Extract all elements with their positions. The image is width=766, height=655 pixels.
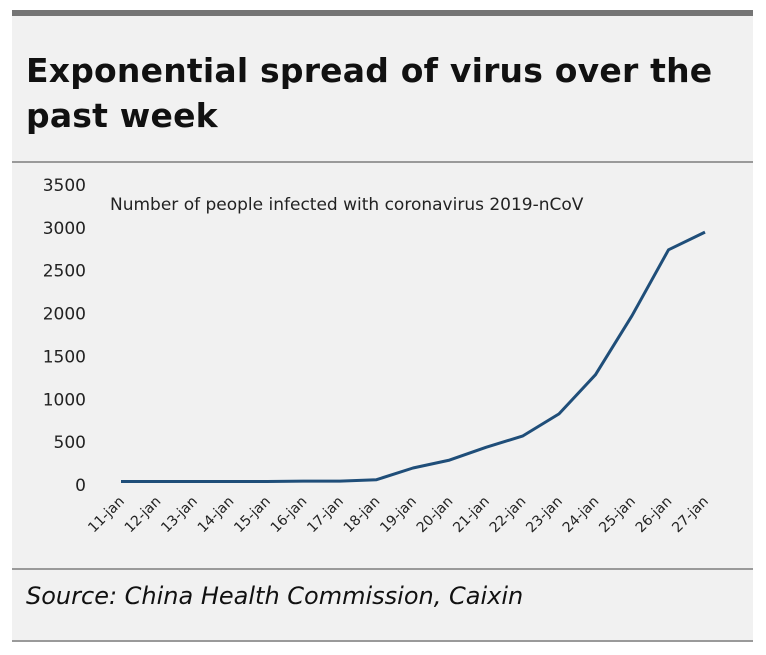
series-line-infected bbox=[121, 230, 706, 483]
x-axis: 11-jan12-jan13-jan14-jan15-jan16-jan17-j… bbox=[85, 494, 712, 537]
y-tick-label: 0 bbox=[75, 476, 86, 496]
x-tick-label: 18-jan bbox=[341, 494, 384, 537]
x-tick-label: 13-jan bbox=[158, 494, 201, 537]
x-tick-label: 20-jan bbox=[414, 494, 457, 537]
x-tick-label: 17-jan bbox=[304, 494, 347, 537]
x-tick-label: 15-jan bbox=[231, 494, 274, 537]
x-tick-label: 16-jan bbox=[268, 494, 311, 537]
source-note: Source: China Health Commission, Caixin bbox=[26, 582, 524, 610]
x-tick-label: 14-jan bbox=[195, 494, 238, 537]
y-tick-label: 2000 bbox=[43, 305, 86, 325]
divider-footer bbox=[12, 640, 753, 642]
top-rule bbox=[12, 10, 753, 16]
chart-panel: Exponential spread of virus over the pas… bbox=[12, 10, 753, 642]
x-tick-label: 26-jan bbox=[633, 494, 676, 537]
y-axis: 0 500 1000 1500 2000 2500 3000 3500 bbox=[43, 176, 86, 496]
y-tick-label: 1500 bbox=[43, 347, 86, 367]
page-title: Exponential spread of virus over the pas… bbox=[26, 51, 713, 135]
y-tick-label: 2500 bbox=[43, 262, 86, 282]
y-tick-label: 500 bbox=[54, 433, 86, 453]
x-tick-label: 25-jan bbox=[596, 494, 639, 537]
series-group bbox=[121, 230, 706, 483]
x-tick-label: 22-jan bbox=[487, 494, 530, 537]
y-tick-label: 3500 bbox=[43, 176, 86, 196]
x-tick-label: 12-jan bbox=[122, 494, 165, 537]
y-tick-label: 1000 bbox=[43, 390, 86, 410]
x-tick-label: 23-jan bbox=[523, 494, 566, 537]
x-tick-label: 24-jan bbox=[560, 494, 603, 537]
x-tick-label: 11-jan bbox=[85, 494, 128, 537]
x-tick-label: 19-jan bbox=[377, 494, 420, 537]
x-tick-label: 27-jan bbox=[669, 494, 712, 537]
chart-caption: Number of people infected with coronavir… bbox=[110, 195, 584, 215]
x-tick-label: 21-jan bbox=[450, 494, 493, 537]
divider-top bbox=[12, 161, 753, 163]
divider-bottom bbox=[12, 568, 753, 570]
y-tick-label: 3000 bbox=[43, 219, 86, 239]
